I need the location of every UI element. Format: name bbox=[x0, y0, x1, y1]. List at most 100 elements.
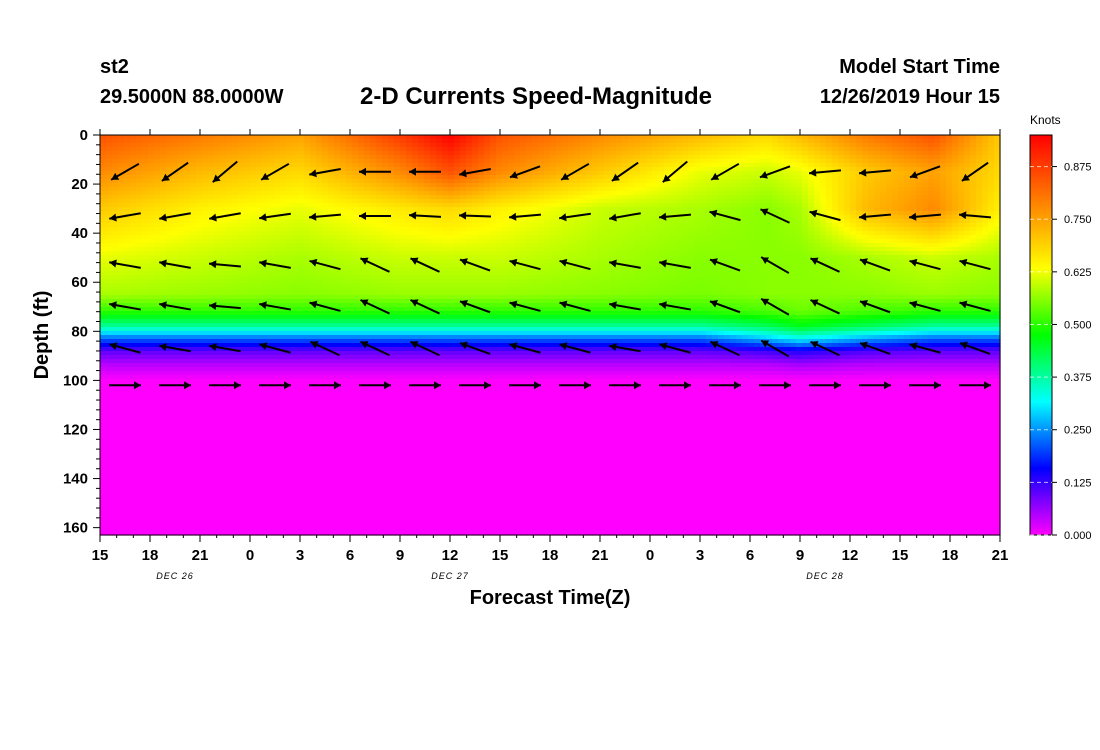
heat-cell bbox=[268, 199, 275, 204]
heat-cell bbox=[826, 211, 833, 216]
heat-cell bbox=[730, 159, 737, 164]
heat-cell bbox=[736, 239, 743, 244]
heat-cell bbox=[892, 195, 899, 200]
heat-cell bbox=[556, 239, 563, 244]
heat-cell bbox=[292, 191, 299, 196]
heat-cell bbox=[184, 235, 191, 240]
heat-cell bbox=[640, 259, 647, 264]
heat-cell bbox=[598, 163, 605, 168]
heat-cell bbox=[874, 227, 881, 232]
heat-cell bbox=[634, 231, 641, 236]
heat-cell bbox=[334, 171, 341, 176]
heat-cell bbox=[760, 259, 767, 264]
heat-cell bbox=[412, 223, 419, 228]
heat-cell bbox=[196, 171, 203, 176]
heat-cell bbox=[424, 187, 431, 192]
heat-cell bbox=[160, 223, 167, 228]
heat-cell bbox=[688, 187, 695, 192]
heat-cell bbox=[424, 159, 431, 164]
heat-cell bbox=[748, 187, 755, 192]
heat-cell bbox=[142, 199, 149, 204]
heat-cell bbox=[154, 231, 161, 236]
heat-cell bbox=[592, 263, 599, 268]
heat-cell bbox=[160, 207, 167, 212]
heat-cell bbox=[496, 163, 503, 168]
heat-cell bbox=[430, 191, 437, 196]
heat-cell bbox=[550, 215, 557, 220]
heat-cell bbox=[862, 139, 869, 144]
heat-cell bbox=[808, 259, 815, 264]
heat-cell bbox=[754, 139, 761, 144]
heat-cell bbox=[844, 239, 851, 244]
heat-cell bbox=[190, 263, 197, 268]
heat-cell bbox=[622, 187, 629, 192]
heat-cell bbox=[544, 227, 551, 232]
heat-cell bbox=[316, 263, 323, 268]
heat-cell bbox=[202, 235, 209, 240]
heat-cell bbox=[874, 155, 881, 160]
heat-cell bbox=[670, 199, 677, 204]
heat-cell bbox=[172, 175, 179, 180]
heat-cell bbox=[322, 151, 329, 156]
heat-cell bbox=[532, 195, 539, 200]
heat-cell bbox=[742, 207, 749, 212]
heat-cell bbox=[520, 135, 527, 140]
heat-cell bbox=[886, 135, 893, 140]
heat-cell bbox=[136, 135, 143, 140]
heat-cell bbox=[436, 191, 443, 196]
heat-cell bbox=[718, 207, 725, 212]
heat-cell bbox=[172, 243, 179, 248]
heat-cell bbox=[784, 175, 791, 180]
heat-cell bbox=[556, 155, 563, 160]
heat-cell bbox=[430, 231, 437, 236]
heat-cell bbox=[106, 211, 113, 216]
heat-cell bbox=[466, 199, 473, 204]
heat-cell bbox=[538, 211, 545, 216]
heat-cell bbox=[700, 207, 707, 212]
heat-cell bbox=[964, 155, 971, 160]
heat-cell bbox=[580, 231, 587, 236]
heat-cell bbox=[688, 147, 695, 152]
heat-cell bbox=[922, 239, 929, 244]
heat-cell bbox=[994, 199, 1001, 204]
heat-cell bbox=[202, 183, 209, 188]
heat-cell bbox=[388, 231, 395, 236]
heat-cell bbox=[316, 247, 323, 252]
heat-cell bbox=[232, 187, 239, 192]
heat-cell bbox=[268, 243, 275, 248]
heat-cell bbox=[268, 211, 275, 216]
heat-cell bbox=[328, 159, 335, 164]
heat-cell bbox=[628, 251, 635, 256]
heat-cell bbox=[262, 135, 269, 140]
heat-cell bbox=[706, 155, 713, 160]
heat-cell bbox=[892, 163, 899, 168]
heat-cell bbox=[814, 215, 821, 220]
heat-cell bbox=[208, 159, 215, 164]
heat-cell bbox=[202, 155, 209, 160]
heat-cell bbox=[388, 211, 395, 216]
heat-cell bbox=[178, 151, 185, 156]
heat-cell bbox=[352, 251, 359, 256]
heat-cell bbox=[976, 187, 983, 192]
heat-cell bbox=[484, 239, 491, 244]
heat-cell bbox=[202, 203, 209, 208]
heat-cell bbox=[184, 191, 191, 196]
heat-cell bbox=[748, 247, 755, 252]
heat-cell bbox=[724, 239, 731, 244]
heat-cell bbox=[946, 171, 953, 176]
heat-cell bbox=[634, 135, 641, 140]
heat-cell bbox=[424, 215, 431, 220]
heat-cell bbox=[172, 235, 179, 240]
heat-cell bbox=[712, 235, 719, 240]
heat-cell bbox=[610, 183, 617, 188]
heat-cell bbox=[994, 203, 1001, 208]
heat-cell bbox=[610, 219, 617, 224]
heat-cell bbox=[388, 255, 395, 260]
heat-cell bbox=[418, 179, 425, 184]
heat-cell bbox=[256, 183, 263, 188]
heat-cell bbox=[874, 195, 881, 200]
heat-cell bbox=[286, 267, 293, 272]
heat-cell bbox=[508, 247, 515, 252]
heat-cell bbox=[526, 259, 533, 264]
heat-cell bbox=[976, 139, 983, 144]
